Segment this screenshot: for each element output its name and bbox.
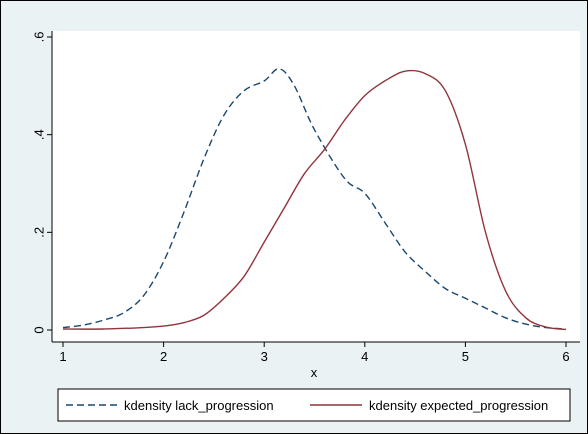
x-tick-label: 1 [59, 349, 66, 364]
x-axis-title: x [311, 365, 318, 380]
legend: kdensity lack_progression kdensity expec… [57, 388, 571, 422]
y-tick-label: .6 [32, 32, 47, 43]
lack-progression-line [62, 67, 567, 330]
x-tick-label: 5 [462, 349, 469, 364]
plot-area [52, 31, 580, 342]
x-tick-label: 4 [361, 349, 368, 364]
x-tick-label: 2 [160, 349, 167, 364]
legend-label-lack: kdensity lack_progression [124, 398, 274, 413]
x-tick-label: 3 [261, 349, 268, 364]
expected-progression-line [62, 69, 567, 331]
y-tick-label: .2 [32, 227, 47, 238]
series-layer [62, 67, 567, 331]
y-tick-label: 0 [32, 326, 47, 333]
x-tick-label: 6 [562, 349, 569, 364]
legend-label-expected: kdensity expected_progression [369, 398, 548, 413]
x-ticks: 1 2 3 4 5 6 [59, 342, 570, 364]
y-ticks: 0 .2 .4 .6 [32, 32, 52, 334]
y-tick-label: .4 [32, 129, 47, 140]
